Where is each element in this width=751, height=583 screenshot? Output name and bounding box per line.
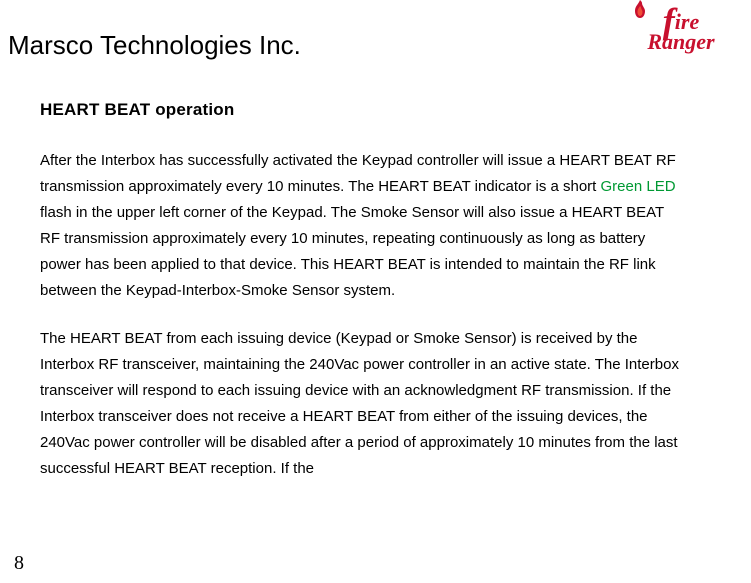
logo-line2: Ranger bbox=[631, 31, 731, 53]
section-title: HEART BEAT operation bbox=[40, 100, 680, 120]
company-name: Marsco Technologies Inc. bbox=[8, 30, 301, 61]
logo-line1-rest: ire bbox=[675, 9, 699, 34]
page-number: 8 bbox=[14, 552, 24, 575]
paragraph-2: The HEART BEAT from each issuing device … bbox=[40, 326, 680, 482]
paragraph-1: After the Interbox has successfully acti… bbox=[40, 148, 680, 304]
green-led-text: Green LED bbox=[601, 178, 676, 195]
para1-after: flash in the upper left corner of the Ke… bbox=[40, 204, 664, 299]
logo-accent-letter: f bbox=[663, 12, 675, 30]
logo-line1: fire bbox=[631, 8, 731, 31]
brand-logo: fire Ranger bbox=[631, 8, 731, 53]
document-body: HEART BEAT operation After the Interbox … bbox=[40, 100, 680, 504]
para1-before: After the Interbox has successfully acti… bbox=[40, 152, 676, 195]
